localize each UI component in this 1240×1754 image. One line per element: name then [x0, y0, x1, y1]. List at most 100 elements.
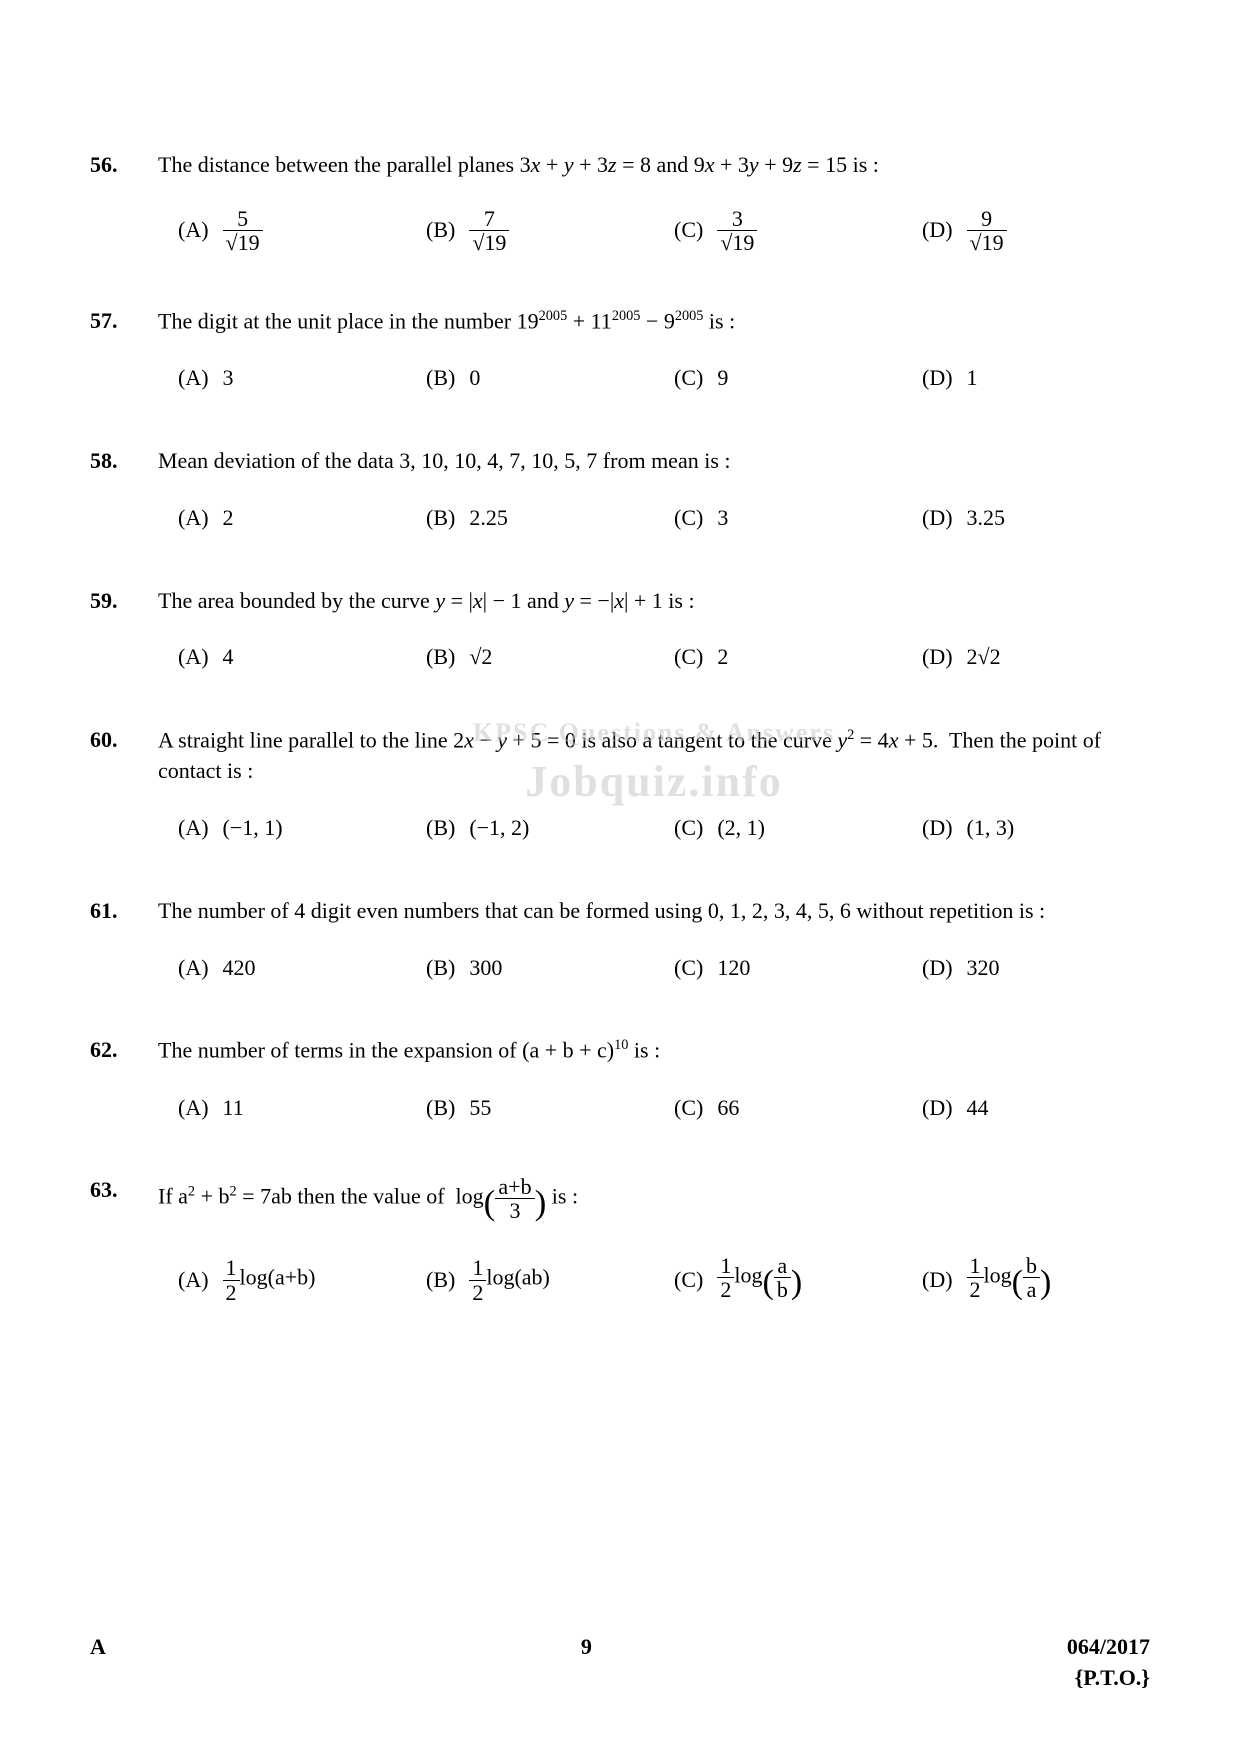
option-value: 12log(ab) [469, 1256, 550, 1303]
question-text: The number of terms in the expansion of … [158, 1035, 1150, 1066]
option-value: 3 [717, 503, 728, 534]
question-body: The number of 4 digit even numbers that … [158, 896, 1150, 984]
option: (C) 120 [674, 953, 922, 984]
option-value: 11 [223, 1093, 244, 1124]
option-label: (C) [674, 953, 703, 984]
option-label: (B) [426, 215, 455, 246]
option-value: (−1, 1) [223, 813, 283, 844]
option-label: (C) [674, 642, 703, 673]
footer-left: A [90, 1632, 106, 1663]
option-label: (A) [178, 363, 209, 394]
option-value: 55 [469, 1093, 491, 1124]
option-label: (D) [922, 813, 953, 844]
question-number: 58. [90, 446, 136, 477]
option-value: 3.25 [967, 503, 1006, 534]
option: (B) 7√19 [426, 207, 674, 254]
option-value: 320 [967, 953, 1000, 984]
footer-paper-code: 064/2017 [1067, 1632, 1150, 1663]
option-label: (D) [922, 642, 953, 673]
option-label: (B) [426, 1265, 455, 1296]
option-label: (B) [426, 503, 455, 534]
option-label: (A) [178, 813, 209, 844]
question-text: The area bounded by the curve y = |x| − … [158, 586, 1150, 617]
question-text: The digit at the unit place in the numbe… [158, 306, 1150, 337]
question-body: The area bounded by the curve y = |x| − … [158, 586, 1150, 674]
option: (A) 3 [178, 363, 426, 394]
options-row: (A)2(B)2.25(C)3(D)3.25 [158, 503, 1170, 534]
option: (D)44 [922, 1093, 1170, 1124]
option-value: 3 [223, 363, 234, 394]
option-label: (A) [178, 642, 209, 673]
option: (D) 2√2 [922, 642, 1170, 673]
option: (A)4 [178, 642, 426, 673]
option: (C) 66 [674, 1093, 922, 1124]
exam-page: 56.The distance between the parallel pla… [0, 0, 1240, 1754]
option: (D) 320 [922, 953, 1170, 984]
option-value: 7√19 [469, 207, 509, 254]
option: (B)0 [426, 363, 674, 394]
option-label: (D) [922, 953, 953, 984]
question-text: The number of 4 digit even numbers that … [158, 896, 1150, 927]
option-value: 1 [967, 363, 978, 394]
option-value: 12log(ba) [967, 1254, 1052, 1307]
question-text: Mean deviation of the data 3, 10, 10, 4,… [158, 446, 1150, 477]
option-value: 2 [717, 642, 728, 673]
option: (B)(−1, 2) [426, 813, 674, 844]
footer-center: 9 [581, 1632, 592, 1663]
option-value: 2√2 [967, 642, 1001, 673]
option-label: (D) [922, 503, 953, 534]
option-label: (B) [426, 642, 455, 673]
question: 63. If a2 + b2 = 7ab then the value of lo… [90, 1175, 1150, 1306]
option: (A) 420 [178, 953, 426, 984]
question-body: The digit at the unit place in the numbe… [158, 306, 1150, 394]
option-label: (D) [922, 215, 953, 246]
option: (B) 55 [426, 1093, 674, 1124]
option: (C)12log(ab) [674, 1254, 922, 1307]
option: (C) 9 [674, 363, 922, 394]
option-label: (C) [674, 503, 703, 534]
option-value: √2 [469, 642, 492, 673]
question-number: 63. [90, 1175, 136, 1206]
option-label: (C) [674, 363, 703, 394]
option-label: (A) [178, 1093, 209, 1124]
option: (B)300 [426, 953, 674, 984]
option: (C) 2 [674, 642, 922, 673]
options-row: (A)5√19(B)7√19(C)3√19(D)9√19 [158, 207, 1170, 254]
question: 58. Mean deviation of the data 3, 10, 10,… [90, 446, 1150, 534]
option-value: 300 [469, 953, 502, 984]
question: 59.The area bounded by the curve y = |x|… [90, 586, 1150, 674]
question-body: Mean deviation of the data 3, 10, 10, 4,… [158, 446, 1150, 534]
option-label: (A) [178, 215, 209, 246]
options-row: (A) 11 (B) 55 (C) 66 (D)44 [158, 1093, 1170, 1124]
option-value: 12log(a+b) [223, 1256, 316, 1303]
option-value: 44 [967, 1093, 989, 1124]
option-label: (B) [426, 1093, 455, 1124]
question: 60.A straight line parallel to the line … [90, 725, 1150, 844]
option: (A) 11 [178, 1093, 426, 1124]
question: 57. The digit at the unit place in the nu… [90, 306, 1150, 394]
question-number: 57. [90, 306, 136, 337]
option: (D) 3.25 [922, 503, 1170, 534]
option-value: 120 [717, 953, 750, 984]
footer-right: 064/2017 {P.T.O.} [1067, 1632, 1150, 1694]
option-value: 9 [717, 363, 728, 394]
option-value: (2, 1) [717, 813, 765, 844]
question-body: The distance between the parallel planes… [158, 150, 1150, 254]
question-body: The number of terms in the expansion of … [158, 1035, 1150, 1123]
option: (B) 12log(ab) [426, 1254, 674, 1307]
option-value: (1, 3) [967, 813, 1015, 844]
option-value: 420 [223, 953, 256, 984]
option-value: 3√19 [717, 207, 757, 254]
question-body: A straight line parallel to the line 2x … [158, 725, 1150, 844]
question-text: If a2 + b2 = 7ab then the value of log(a… [158, 1175, 1150, 1227]
option-label: (C) [674, 1093, 703, 1124]
option: (D)1 [922, 363, 1170, 394]
option: (A) 5√19 [178, 207, 426, 254]
option: (C) 3 [674, 503, 922, 534]
option-label: (B) [426, 813, 455, 844]
option-label: (C) [674, 813, 703, 844]
option-label: (A) [178, 953, 209, 984]
option-value: 5√19 [223, 207, 263, 254]
footer-pto: {P.T.O.} [1067, 1663, 1150, 1694]
option-value: 66 [717, 1093, 739, 1124]
